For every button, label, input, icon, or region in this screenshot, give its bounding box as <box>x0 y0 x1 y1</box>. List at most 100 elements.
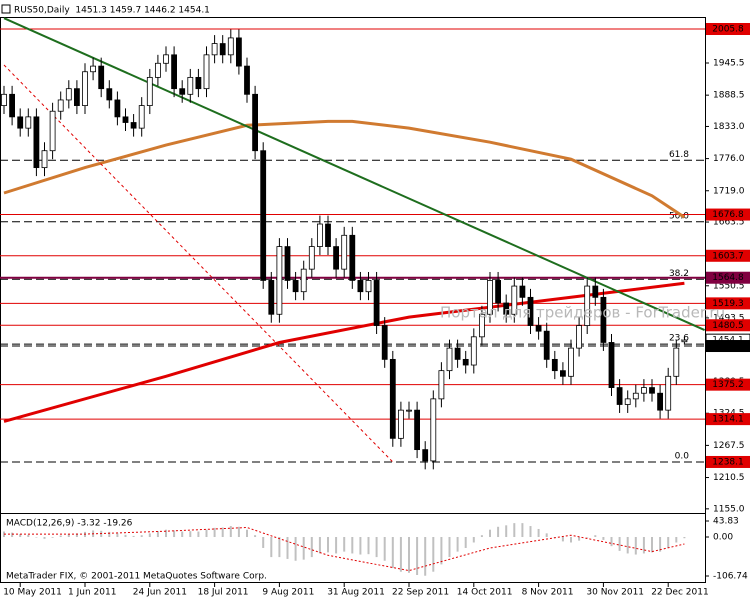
x-tick-label: 31 Aug 2011 <box>327 588 385 598</box>
macd-bar <box>399 537 402 572</box>
macd-bar <box>602 537 605 540</box>
candle-body <box>122 116 129 123</box>
candle-body <box>389 358 396 439</box>
candle-body <box>203 54 210 90</box>
x-tick-label: 22 Dec 2011 <box>651 588 709 598</box>
macd-bar <box>570 537 572 543</box>
macd-bar <box>181 531 184 538</box>
macd-bar <box>116 533 119 538</box>
x-tick-label: 10 May 2011 <box>3 588 62 598</box>
macd-bar <box>108 531 111 538</box>
macd-bar <box>254 535 257 538</box>
chart-title: RUS50,Daily 1451.3 1459.7 1446.2 1454.1 <box>14 6 210 16</box>
candle-body <box>146 76 153 106</box>
candle-body <box>511 285 518 315</box>
macd-bar <box>367 537 370 555</box>
macd-bar <box>505 525 508 538</box>
x-tick-label: 30 Nov 2011 <box>586 588 644 598</box>
candle-body <box>414 409 421 451</box>
candle-body <box>65 88 72 101</box>
candle-body <box>657 392 663 411</box>
candle-body <box>495 280 502 304</box>
candle-body <box>138 105 145 129</box>
y-tick-label: 0.00 <box>713 533 733 543</box>
macd-bar <box>472 537 475 543</box>
candle-body <box>576 325 582 349</box>
macd-bar <box>19 534 22 538</box>
candle-body <box>244 65 250 95</box>
y-tick-label: 1663.5 <box>713 218 745 228</box>
macd-bar <box>497 526 500 538</box>
macd-bar <box>156 531 159 538</box>
x-tick-label: 22 Sep 2011 <box>392 588 449 598</box>
y-tick-label: 1493.5 <box>713 313 745 323</box>
candle-body <box>227 37 234 56</box>
y-tick-label: 1210.5 <box>713 473 745 483</box>
symbol-icon <box>1 4 11 14</box>
level-label: 1443.7 <box>712 342 744 352</box>
fib-label: 61.8 <box>669 150 689 160</box>
candle-body <box>535 325 542 332</box>
macd-bar <box>294 537 297 561</box>
candle-body <box>584 285 591 326</box>
macd-bar <box>148 533 151 538</box>
macd-bar <box>351 537 354 554</box>
x-tick-label: 18 Jul 2011 <box>198 588 249 598</box>
macd-bar <box>432 537 435 572</box>
level-label: 1676.8 <box>712 210 744 220</box>
candle-body <box>543 330 550 360</box>
macd-bar <box>327 537 329 553</box>
x-tick-label: 24 Jun 2011 <box>133 588 187 598</box>
macd-bar <box>270 537 273 558</box>
macd-bar <box>489 529 491 538</box>
macd-bar <box>480 535 483 538</box>
candle-body <box>260 150 267 281</box>
candle-body <box>478 313 485 338</box>
candle-body <box>381 325 388 360</box>
indicator-line <box>3 17 706 332</box>
macd-bar <box>659 537 662 552</box>
macd-bar <box>537 528 540 538</box>
macd-bar <box>683 537 686 539</box>
candle-body <box>41 150 48 169</box>
candle-body <box>154 62 161 78</box>
macd-bar <box>561 537 564 542</box>
x-tick-label: 8 Nov 2011 <box>522 588 574 598</box>
macd-bar <box>651 537 653 553</box>
y-tick-label: 1776.0 <box>713 154 745 164</box>
macd-bar <box>610 537 613 547</box>
candle-body <box>373 280 380 326</box>
fib-label: 50.0 <box>669 211 689 221</box>
candle-body <box>673 347 680 377</box>
candle-body <box>446 347 453 372</box>
macd-bar <box>75 533 78 538</box>
candle-body <box>600 296 607 343</box>
level-label: 1519.3 <box>712 299 744 309</box>
macd-bar <box>140 535 143 538</box>
x-tick-label: 9 Aug 2011 <box>262 588 314 598</box>
macd-bar <box>229 526 232 538</box>
candle-body <box>349 234 356 281</box>
level-box <box>706 22 750 35</box>
candle-body <box>438 370 445 400</box>
y-tick-label: 43.83 <box>713 517 739 527</box>
macd-bar <box>310 537 313 558</box>
plot-frame <box>0 17 706 583</box>
macd-bar <box>35 537 38 538</box>
fib-label: 23.6 <box>669 334 689 344</box>
indicator-line <box>3 64 394 463</box>
candle-body <box>527 296 534 326</box>
candle-body <box>90 65 96 73</box>
y-tick-label: -106.74 <box>713 572 748 582</box>
macd-bar <box>586 537 589 538</box>
y-tick-label: 1888.5 <box>713 91 745 101</box>
fib-label: 38.2 <box>669 269 689 279</box>
macd-bar <box>318 537 321 554</box>
level-label: 1564.8 <box>712 273 744 283</box>
candle-body <box>454 347 461 360</box>
candle-body <box>268 280 275 315</box>
macd-bar <box>278 537 281 558</box>
candle-body <box>235 37 242 67</box>
macd-bar <box>642 537 645 554</box>
macd-title: MACD(12,26,9) -3.32 -19.26 <box>6 519 133 529</box>
